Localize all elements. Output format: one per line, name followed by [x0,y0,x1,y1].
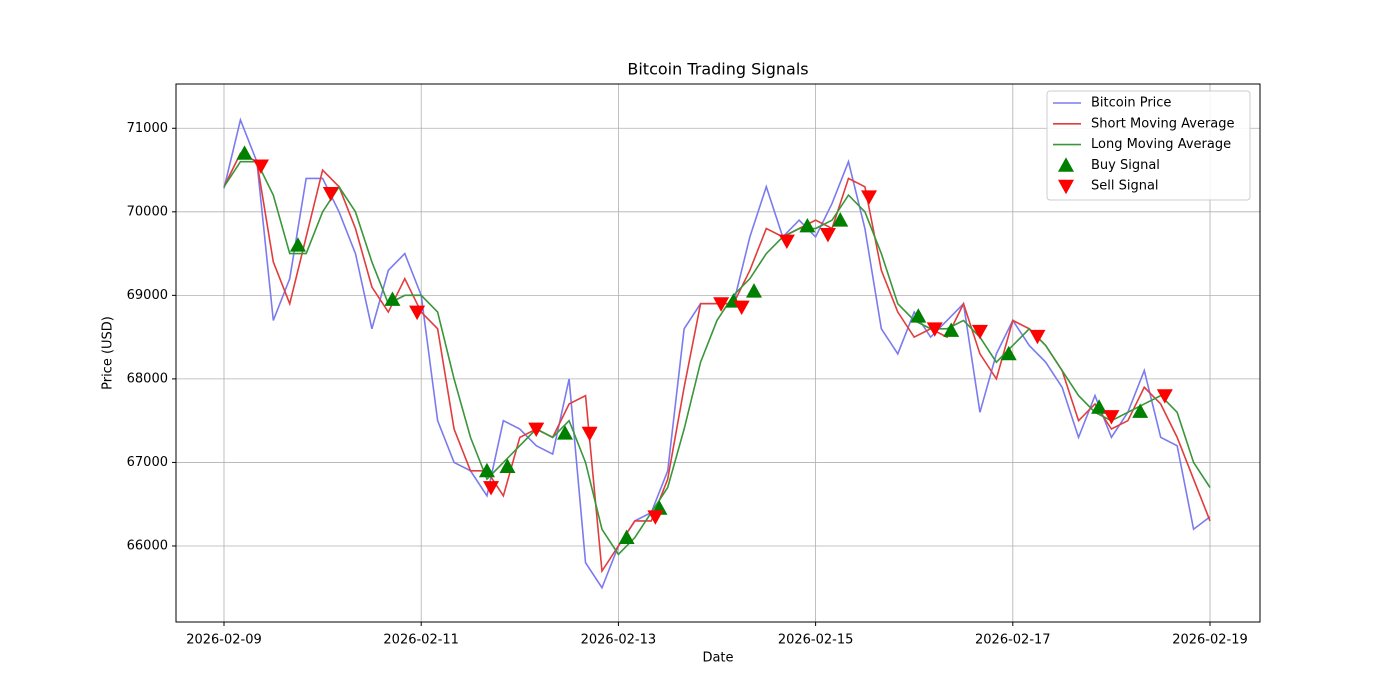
buy-marker [236,145,253,160]
x-axis-label: Date [702,651,733,666]
sell-marker [1103,410,1120,425]
sell-marker [647,510,664,525]
x-tick-label: 2026-02-17 [975,633,1051,648]
buy-marker [943,322,960,337]
x-tick-label: 2026-02-13 [581,633,657,648]
legend-label: Bitcoin Price [1091,96,1171,111]
legend-marker [1058,157,1074,172]
buy-marker [556,425,573,440]
sell-marker [483,481,500,496]
sell-marker [528,422,545,438]
chart-title: Bitcoin Trading Signals [627,60,808,79]
buy-marker [832,212,849,227]
x-tick-label: 2026-02-15 [778,633,854,648]
sell-marker [971,324,988,340]
sell-marker [1029,329,1046,345]
buy-marker [910,308,927,323]
y-tick-label: 67000 [127,455,168,470]
sell-marker [778,234,795,250]
sell-marker [861,190,878,205]
buy-marker [1091,399,1108,414]
sell-marker [733,300,750,316]
sell-marker [409,305,426,321]
sell-marker [581,426,598,442]
x-tick-label: 2026-02-11 [383,633,459,648]
sell-marker [713,297,730,312]
buy-marker [618,529,635,545]
y-tick-label: 70000 [127,204,168,219]
price-line [223,160,1211,556]
legend-label: Short Moving Average [1091,116,1235,131]
legend-marker [1058,179,1074,195]
buy-marker [1000,345,1017,361]
legend-label: Sell Signal [1091,179,1159,194]
sell-marker [322,187,339,202]
x-tick-label: 2026-02-19 [1172,633,1248,648]
legend: Bitcoin Price Short Moving Average Long Mo… [1046,90,1251,201]
buy-marker [289,237,306,252]
buy-marker [745,283,762,298]
y-tick-label: 66000 [127,538,168,553]
x-tick-label: 2026-02-09 [186,633,262,648]
y-tick-label: 69000 [127,288,168,303]
buy-marker [478,462,495,478]
sell-marker [1156,389,1173,404]
price-line [223,152,1211,574]
sell-marker [252,159,269,174]
legend-label: Long Moving Average [1091,137,1231,152]
sell-marker [819,227,836,243]
plot-frame [175,83,1261,623]
y-tick-label: 71000 [127,121,168,136]
buy-marker [799,218,816,233]
sell-marker [926,322,943,337]
buy-marker [499,458,516,474]
y-tick-label: 68000 [127,371,168,386]
legend-box [1046,90,1251,201]
legend-label: Buy Signal [1091,158,1160,173]
y-axis-label: Price (USD) [101,316,116,390]
buy-marker [1132,403,1149,418]
buy-marker [384,291,401,306]
